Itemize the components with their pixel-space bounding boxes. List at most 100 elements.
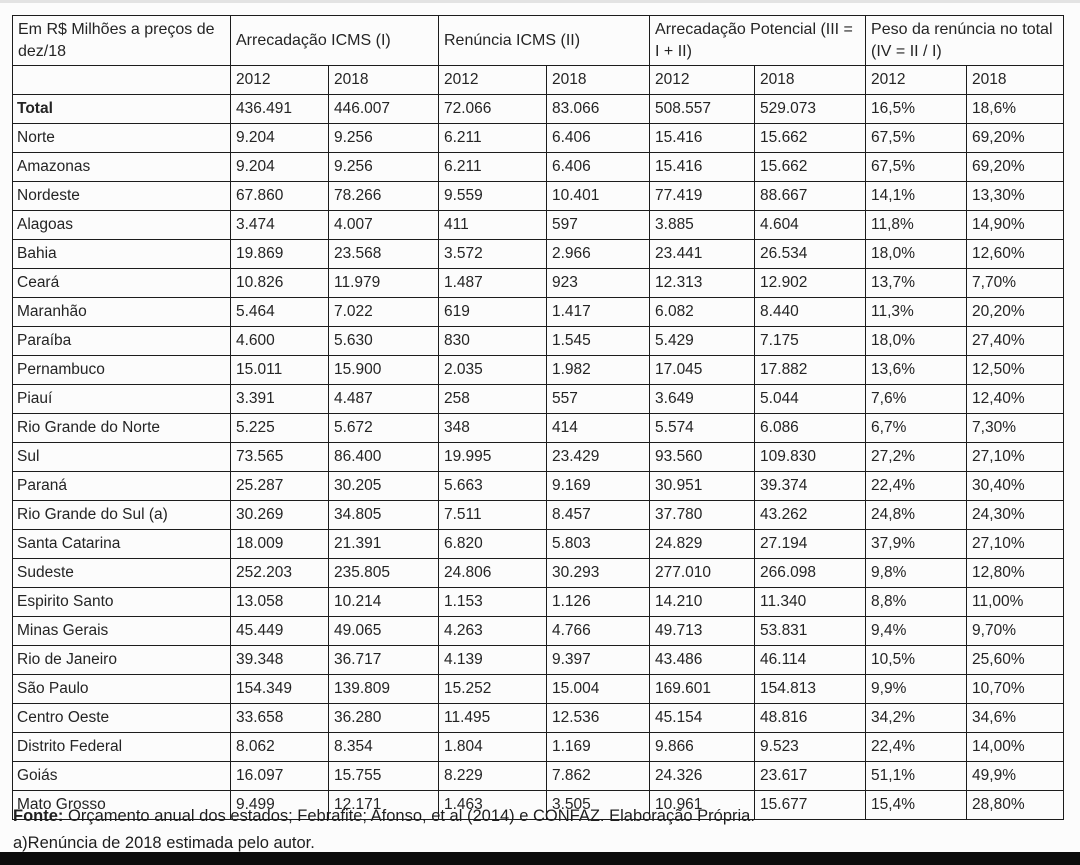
cell-value: 4.007 bbox=[328, 210, 439, 240]
cell-value: 11,00% bbox=[966, 587, 1065, 617]
table-body: Total 436.491 446.007 72.066 83.066 508.557 52… bbox=[12, 94, 1065, 820]
cell-value: 67,5% bbox=[865, 152, 968, 182]
cell-value: 19.995 bbox=[438, 442, 547, 472]
cell-value: 88.667 bbox=[754, 181, 867, 211]
row-label: Norte bbox=[12, 123, 231, 153]
cell-value: 13,6% bbox=[865, 355, 968, 385]
cell-value: 46.114 bbox=[754, 645, 867, 675]
cell-value: 5.464 bbox=[230, 297, 329, 327]
cell-value: 45.154 bbox=[649, 703, 756, 733]
cell-value: 923 bbox=[545, 268, 651, 298]
cell-value: 6.211 bbox=[438, 123, 547, 153]
cell-value: 15.416 bbox=[649, 123, 756, 153]
cell-value: 4.139 bbox=[438, 645, 547, 675]
cell-value: 8.062 bbox=[230, 732, 329, 762]
table-row: Mato Grosso 9.499 12.171 1.463 3.505 10.961 15… bbox=[12, 790, 1065, 820]
cell-value: 6,7% bbox=[865, 413, 968, 443]
table-row: Goiás 16.097 15.755 8.229 7.862 24.326 23.617 5… bbox=[12, 761, 1065, 791]
cell-value: 6.820 bbox=[438, 529, 547, 559]
cell-value: 277.010 bbox=[649, 558, 756, 588]
cell-value: 14,90% bbox=[966, 210, 1065, 240]
row-label: Maranhão bbox=[12, 297, 231, 327]
table-group-header-row: Em R$ Milhões a preços de dez/18 Arrecad… bbox=[12, 15, 1065, 66]
year-header: 2018 bbox=[754, 65, 867, 95]
cell-value: 25.287 bbox=[230, 471, 329, 501]
cell-value: 3.649 bbox=[649, 384, 756, 414]
cell-value: 24,30% bbox=[966, 500, 1065, 530]
cell-value: 6.211 bbox=[438, 152, 547, 182]
row-label: Piauí bbox=[12, 384, 231, 414]
cell-value: 49.065 bbox=[328, 616, 439, 646]
corner-header: Em R$ Milhões a preços de dez/18 bbox=[12, 15, 231, 66]
cell-value: 9.204 bbox=[230, 123, 329, 153]
cell-value: 9.559 bbox=[438, 181, 547, 211]
row-label: Amazonas bbox=[12, 152, 231, 182]
cell-value: 11.495 bbox=[438, 703, 547, 733]
cell-value: 10,70% bbox=[966, 674, 1065, 704]
cell-value: 2.966 bbox=[545, 239, 651, 269]
cell-value: 6.082 bbox=[649, 297, 756, 327]
cell-value: 36.717 bbox=[328, 645, 439, 675]
cell-value: 446.007 bbox=[328, 94, 439, 124]
cell-value: 15,4% bbox=[865, 790, 968, 820]
cell-value: 1.126 bbox=[545, 587, 651, 617]
cell-value: 77.419 bbox=[649, 181, 756, 211]
cell-value: 24.326 bbox=[649, 761, 756, 791]
cell-value: 8.229 bbox=[438, 761, 547, 791]
cell-value: 18,0% bbox=[865, 239, 968, 269]
cell-value: 1.982 bbox=[545, 355, 651, 385]
cell-value: 27,40% bbox=[966, 326, 1065, 356]
cell-value: 12,40% bbox=[966, 384, 1065, 414]
table-row: Piauí 3.391 4.487 258 557 3.649 5.044 7,6% 12,40… bbox=[12, 384, 1065, 414]
cell-value: 9.523 bbox=[754, 732, 867, 762]
cell-value: 3.885 bbox=[649, 210, 756, 240]
row-label: Paraná bbox=[12, 471, 231, 501]
cell-value: 37.780 bbox=[649, 500, 756, 530]
cell-value: 27,10% bbox=[966, 529, 1065, 559]
cell-value: 23.617 bbox=[754, 761, 867, 791]
cell-value: 23.441 bbox=[649, 239, 756, 269]
cell-value: 1.153 bbox=[438, 587, 547, 617]
cell-value: 25,60% bbox=[966, 645, 1065, 675]
table-row: Paraná 25.287 30.205 5.663 9.169 30.951 39.374… bbox=[12, 471, 1065, 501]
cell-value: 3.474 bbox=[230, 210, 329, 240]
row-label: Distrito Federal bbox=[12, 732, 231, 762]
cell-value: 30.205 bbox=[328, 471, 439, 501]
cell-value: 252.203 bbox=[230, 558, 329, 588]
cell-value: 109.830 bbox=[754, 442, 867, 472]
table-row: Maranhão 5.464 7.022 619 1.417 6.082 8.440 11,3… bbox=[12, 297, 1065, 327]
cell-value: 15.011 bbox=[230, 355, 329, 385]
cell-value: 69,20% bbox=[966, 152, 1065, 182]
source-text: Orçamento anual dos estados; Febrafite; … bbox=[63, 807, 755, 825]
table-row: Minas Gerais 45.449 49.065 4.263 4.766 49.713… bbox=[12, 616, 1065, 646]
group-header-arrecadacao: Arrecadação ICMS (I) bbox=[230, 15, 439, 66]
cell-value: 9,70% bbox=[966, 616, 1065, 646]
row-label: Rio de Janeiro bbox=[12, 645, 231, 675]
cell-value: 11,8% bbox=[865, 210, 968, 240]
cell-value: 1.463 bbox=[438, 790, 547, 820]
table-row: Total 436.491 446.007 72.066 83.066 508.557 52… bbox=[12, 94, 1065, 124]
table-row: Bahia 19.869 23.568 3.572 2.966 23.441 26.534 1… bbox=[12, 239, 1065, 269]
cell-value: 26.534 bbox=[754, 239, 867, 269]
cell-value: 4.487 bbox=[328, 384, 439, 414]
row-label: Alagoas bbox=[12, 210, 231, 240]
cell-value: 11.979 bbox=[328, 268, 439, 298]
cell-value: 5.225 bbox=[230, 413, 329, 443]
year-header: 2018 bbox=[328, 65, 439, 95]
cell-value: 266.098 bbox=[754, 558, 867, 588]
cell-value: 235.805 bbox=[328, 558, 439, 588]
row-label: Bahia bbox=[12, 239, 231, 269]
table-row: Amazonas 9.204 9.256 6.211 6.406 15.416 15.662… bbox=[12, 152, 1065, 182]
row-label: Santa Catarina bbox=[12, 529, 231, 559]
table-year-header-row: 2012 2018 2012 2018 2012 2018 2012 2018 bbox=[12, 65, 1065, 95]
cell-value: 7,70% bbox=[966, 268, 1065, 298]
row-label: Paraíba bbox=[12, 326, 231, 356]
table-row: São Paulo 154.349 139.809 15.252 15.004 169.6… bbox=[12, 674, 1065, 704]
cell-value: 7,30% bbox=[966, 413, 1065, 443]
cell-value: 27.194 bbox=[754, 529, 867, 559]
cell-value: 27,10% bbox=[966, 442, 1065, 472]
cell-value: 51,1% bbox=[865, 761, 968, 791]
row-label: Rio Grande do Sul (a) bbox=[12, 500, 231, 530]
row-label: São Paulo bbox=[12, 674, 231, 704]
cell-value: 78.266 bbox=[328, 181, 439, 211]
